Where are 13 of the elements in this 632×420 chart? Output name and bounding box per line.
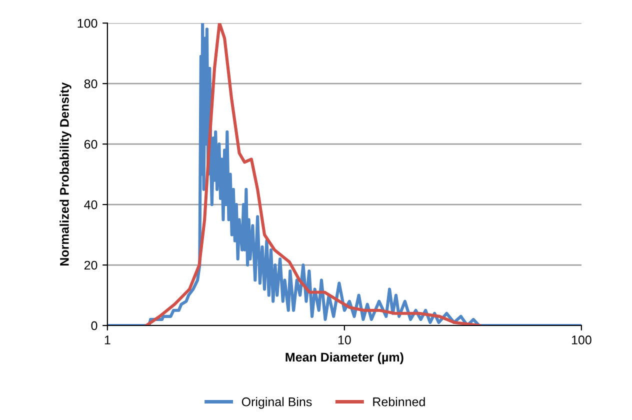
legend-label: Original Bins — [242, 397, 312, 409]
x-tick-label: 1 — [104, 336, 110, 344]
y-tick-label: 0 — [91, 321, 98, 330]
legend-label: Rebinned — [373, 397, 425, 406]
y-tick-label: 40 — [84, 200, 98, 210]
y-tick-label: 60 — [84, 140, 98, 149]
y-axis-title: Normalized Probability Density — [60, 82, 72, 266]
y-tick-label: 80 — [84, 79, 98, 88]
x-axis-title: Mean Diameter (µm) — [286, 352, 404, 364]
x-tick-label: 10 — [338, 336, 351, 344]
y-tick-label: 100 — [78, 18, 98, 28]
y-tick-label: 20 — [84, 260, 98, 270]
x-tick-label: 100 — [572, 336, 592, 344]
